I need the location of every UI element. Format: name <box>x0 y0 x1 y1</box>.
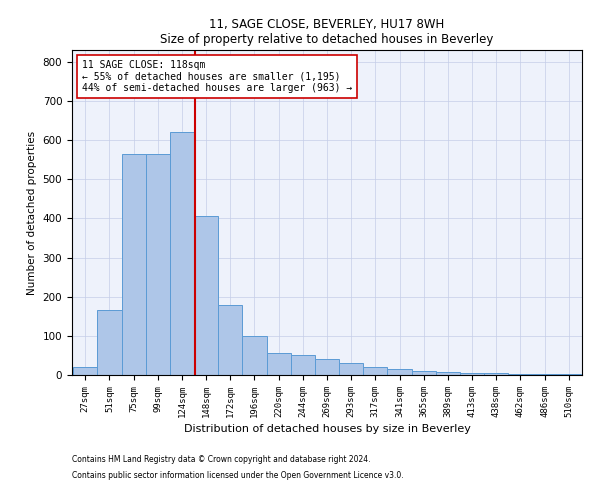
Bar <box>291 356 315 375</box>
Bar <box>363 367 388 375</box>
Text: 11 SAGE CLOSE: 118sqm
← 55% of detached houses are smaller (1,195)
44% of semi-d: 11 SAGE CLOSE: 118sqm ← 55% of detached … <box>82 60 352 93</box>
Bar <box>73 367 97 375</box>
Bar <box>242 336 266 375</box>
Bar <box>146 154 170 375</box>
Bar <box>436 372 460 375</box>
Y-axis label: Number of detached properties: Number of detached properties <box>27 130 37 294</box>
X-axis label: Distribution of detached houses by size in Beverley: Distribution of detached houses by size … <box>184 424 470 434</box>
Bar <box>339 364 363 375</box>
Title: 11, SAGE CLOSE, BEVERLEY, HU17 8WH
Size of property relative to detached houses : 11, SAGE CLOSE, BEVERLEY, HU17 8WH Size … <box>160 18 494 46</box>
Bar <box>266 354 291 375</box>
Bar <box>460 373 484 375</box>
Bar <box>412 371 436 375</box>
Bar <box>557 374 581 375</box>
Bar <box>484 373 508 375</box>
Text: Contains public sector information licensed under the Open Government Licence v3: Contains public sector information licen… <box>72 470 404 480</box>
Bar <box>388 369 412 375</box>
Bar <box>97 310 122 375</box>
Bar <box>508 374 532 375</box>
Bar <box>194 216 218 375</box>
Bar <box>315 360 339 375</box>
Text: Contains HM Land Registry data © Crown copyright and database right 2024.: Contains HM Land Registry data © Crown c… <box>72 456 371 464</box>
Bar <box>218 304 242 375</box>
Bar <box>532 374 557 375</box>
Bar <box>170 132 194 375</box>
Bar <box>122 154 146 375</box>
